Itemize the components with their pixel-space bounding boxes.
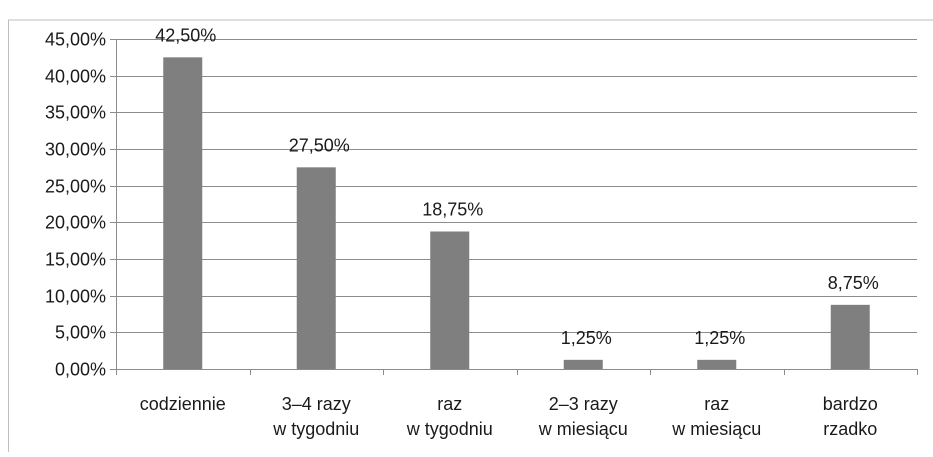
bar bbox=[830, 304, 870, 369]
y-tick-label: 30,00% bbox=[45, 140, 106, 160]
y-tick-label: 40,00% bbox=[45, 67, 106, 87]
category-label: codziennie bbox=[140, 394, 226, 414]
category-label: raz w tygodniu bbox=[406, 394, 493, 439]
category-label-line: rzadko bbox=[823, 419, 877, 439]
y-tick-label: 45,00% bbox=[45, 30, 106, 50]
bars bbox=[163, 57, 870, 369]
category-label-line: w miesiącu bbox=[538, 419, 628, 439]
data-labels: 42,50% 27,50% 18,75% 1,25% 1,25% 8,75% bbox=[155, 25, 879, 348]
bar bbox=[430, 231, 470, 369]
category-label-line: w tygodniu bbox=[272, 419, 359, 439]
data-label: 8,75% bbox=[828, 273, 879, 293]
y-tick-label: 25,00% bbox=[45, 177, 106, 197]
category-label-line: 3–4 razy bbox=[282, 394, 351, 414]
data-label: 42,50% bbox=[155, 25, 216, 45]
data-label: 27,50% bbox=[289, 135, 350, 155]
bar bbox=[697, 359, 737, 369]
bar bbox=[296, 167, 336, 369]
category-label: 2–3 razy w miesiącu bbox=[538, 394, 628, 439]
category-label-line: raz bbox=[437, 394, 462, 414]
data-label: 18,75% bbox=[422, 200, 483, 220]
y-tick-label: 20,00% bbox=[45, 213, 106, 233]
category-label-line: raz bbox=[704, 394, 729, 414]
category-label-line: bardzo bbox=[823, 394, 878, 414]
y-tick-label: 5,00% bbox=[55, 323, 106, 343]
bar bbox=[563, 359, 603, 369]
y-tick-label: 10,00% bbox=[45, 287, 106, 307]
y-tick-labels: 0,00% 5,00% 10,00% 15,00% 20,00% 25,00% 30,00%… bbox=[45, 30, 106, 380]
y-tick-label: 15,00% bbox=[45, 250, 106, 270]
category-label-line: 2–3 razy bbox=[549, 394, 618, 414]
gridlines bbox=[116, 39, 917, 333]
axes bbox=[8, 19, 933, 452]
data-label: 1,25% bbox=[694, 328, 745, 348]
category-label-line: w tygodniu bbox=[406, 419, 493, 439]
category-label: bardzo rzadko bbox=[823, 394, 878, 439]
category-label-line: w miesiącu bbox=[671, 419, 761, 439]
y-tick-label: 0,00% bbox=[55, 360, 106, 380]
category-labels: codziennie 3–4 razy w tygodniu raz w tygodni… bbox=[140, 394, 878, 439]
category-label: raz w miesiącu bbox=[671, 394, 761, 439]
bar bbox=[163, 57, 203, 369]
category-label: 3–4 razy w tygodniu bbox=[272, 394, 359, 439]
y-tick-label: 35,00% bbox=[45, 103, 106, 123]
data-label: 1,25% bbox=[561, 328, 612, 348]
category-label-line: codziennie bbox=[140, 394, 226, 414]
